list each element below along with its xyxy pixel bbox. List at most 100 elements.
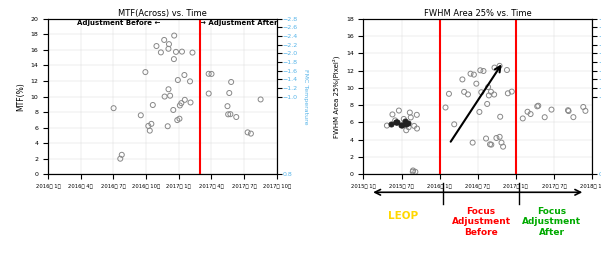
Point xyxy=(207,72,216,76)
Point xyxy=(173,78,183,82)
Point xyxy=(392,120,402,124)
Point xyxy=(507,90,517,94)
Point xyxy=(180,73,189,77)
Point xyxy=(475,68,485,72)
Point xyxy=(486,90,496,94)
Point xyxy=(547,107,557,112)
Point xyxy=(185,79,195,84)
Point xyxy=(578,105,588,109)
Point xyxy=(472,81,481,86)
Point xyxy=(163,47,173,51)
Point xyxy=(404,121,413,125)
Point xyxy=(450,122,459,126)
Text: → Adjustment After: → Adjustment After xyxy=(200,20,277,26)
Y-axis label: FMC Temperature: FMC Temperature xyxy=(303,69,308,124)
Point xyxy=(256,97,266,102)
Point xyxy=(188,50,197,55)
Point xyxy=(399,117,409,121)
Point xyxy=(141,70,150,74)
Point xyxy=(485,142,495,146)
Point xyxy=(495,135,504,139)
Point xyxy=(409,124,419,128)
Point xyxy=(495,115,505,119)
Point xyxy=(492,136,501,140)
Point xyxy=(163,87,173,91)
Point xyxy=(481,136,491,141)
Point xyxy=(523,110,532,114)
Point xyxy=(408,219,418,224)
Point xyxy=(468,140,477,145)
Point xyxy=(406,115,415,120)
Point xyxy=(397,123,407,128)
Point xyxy=(175,117,185,121)
Point xyxy=(391,118,400,122)
Y-axis label: MTF(%): MTF(%) xyxy=(16,82,25,111)
Point xyxy=(466,72,475,76)
Point xyxy=(412,113,422,117)
Point xyxy=(457,77,467,81)
Point xyxy=(160,94,169,99)
Point xyxy=(408,168,418,173)
Point xyxy=(484,93,493,98)
Point xyxy=(503,91,513,95)
Title: FWHM Area 25% vs. Time: FWHM Area 25% vs. Time xyxy=(424,9,532,18)
Point xyxy=(489,92,499,97)
Point xyxy=(224,112,233,117)
Point xyxy=(388,224,398,228)
Point xyxy=(401,128,411,132)
Point xyxy=(495,64,504,68)
Point xyxy=(225,112,235,116)
Point xyxy=(534,104,543,108)
Point xyxy=(469,72,478,77)
Point xyxy=(227,80,236,84)
Point xyxy=(483,102,492,106)
Point xyxy=(496,140,506,145)
Point xyxy=(204,91,213,96)
Point xyxy=(165,94,175,98)
Text: LEOP: LEOP xyxy=(388,211,418,221)
Point xyxy=(412,126,422,131)
Point xyxy=(382,123,392,128)
Point xyxy=(109,106,118,110)
Point xyxy=(394,108,404,113)
Point xyxy=(177,101,186,105)
Text: Focus
Adjustment
After: Focus Adjustment After xyxy=(522,207,582,237)
Point xyxy=(151,44,161,48)
Point xyxy=(563,108,573,112)
Y-axis label: FWHM Area 25%(Pixel²): FWHM Area 25%(Pixel²) xyxy=(333,55,340,138)
Point xyxy=(391,120,400,124)
Point xyxy=(224,91,234,95)
Point xyxy=(459,90,469,94)
Point xyxy=(171,50,181,54)
Point xyxy=(486,143,496,147)
Point xyxy=(136,113,145,117)
Point xyxy=(243,130,252,135)
Point xyxy=(163,124,172,128)
Point xyxy=(475,110,484,114)
Title: MTF(Across) vs. Time: MTF(Across) vs. Time xyxy=(118,9,207,18)
Point xyxy=(145,128,154,133)
Point xyxy=(159,38,169,42)
Point xyxy=(441,105,450,110)
Point xyxy=(177,50,187,54)
Point xyxy=(444,92,454,96)
Text: Focus
Adjustment
Before: Focus Adjustment Before xyxy=(451,207,511,237)
Point xyxy=(388,112,397,117)
Point xyxy=(386,122,395,126)
Point xyxy=(168,108,178,112)
Point xyxy=(204,72,213,76)
Point xyxy=(483,85,493,89)
Point xyxy=(186,100,195,105)
Point xyxy=(223,104,233,108)
Point xyxy=(169,34,179,38)
Point xyxy=(401,122,411,126)
Point xyxy=(477,90,486,94)
Point xyxy=(404,125,413,129)
Point xyxy=(478,69,488,73)
Point xyxy=(408,170,418,174)
Point xyxy=(117,153,127,157)
Point xyxy=(115,157,125,161)
Point xyxy=(532,104,542,109)
Point xyxy=(169,57,178,61)
Point xyxy=(569,115,578,119)
